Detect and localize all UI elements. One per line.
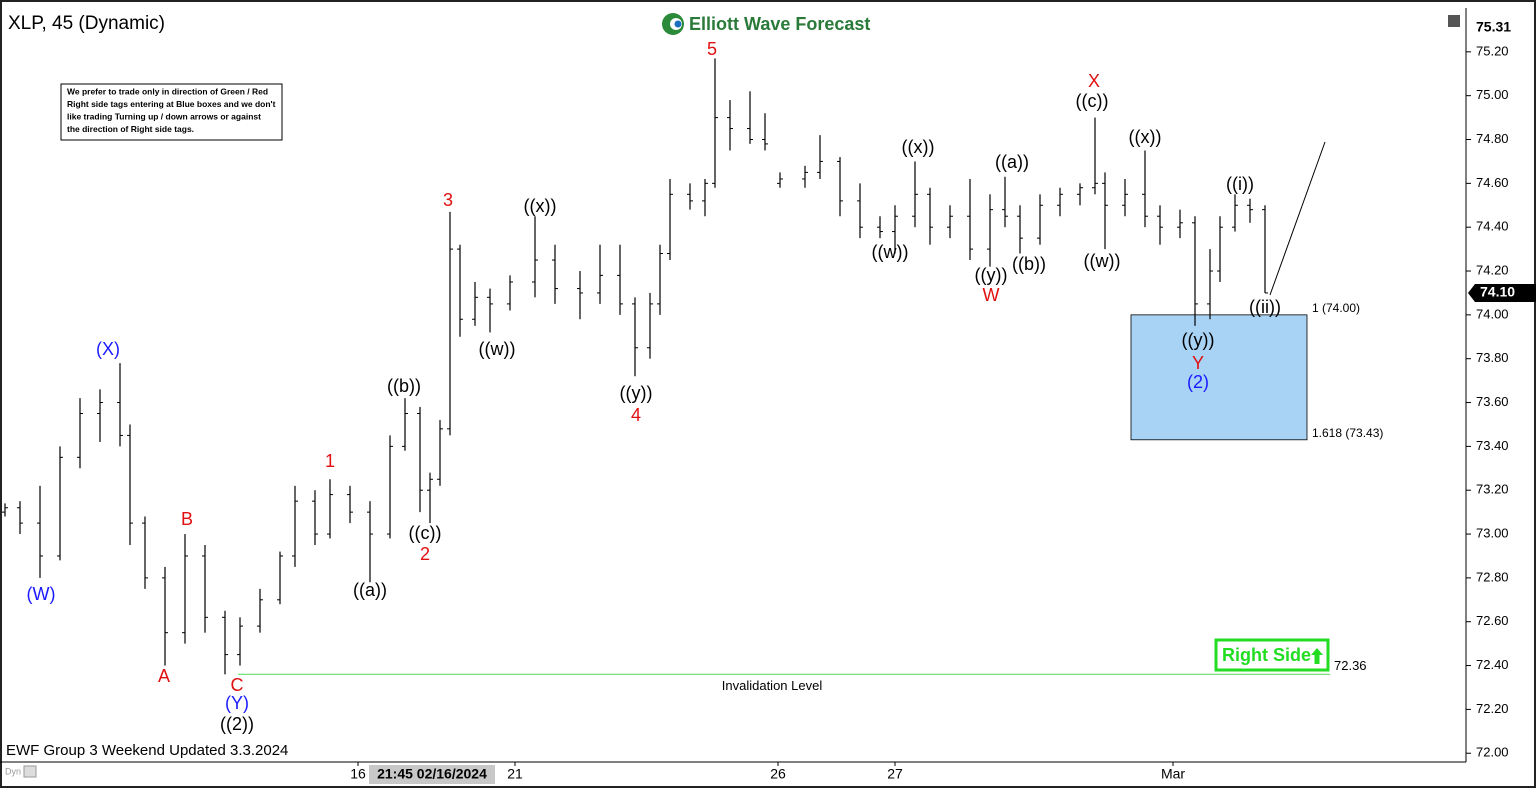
wave-label: (2) — [1187, 372, 1209, 392]
crosshair-label: 21:45 02/16/2024 — [377, 766, 487, 782]
chart-title: XLP, 45 (Dynamic) — [8, 13, 165, 34]
y-tick-label: 74.60 — [1476, 175, 1509, 190]
window-icon — [1448, 15, 1460, 27]
x-tick-label: 27 — [887, 766, 903, 782]
note-text: We prefer to trade only in direction of … — [67, 86, 268, 96]
y-tick-label: 72.40 — [1476, 657, 1509, 672]
y-tick-label: 75.20 — [1476, 43, 1509, 58]
invalidation-value: 72.36 — [1334, 658, 1367, 673]
y-tick-label: 73.60 — [1476, 394, 1509, 409]
wave-label: ((x)) — [524, 196, 557, 216]
logo-text: Elliott Wave Forecast — [689, 14, 870, 34]
right-side-arrow — [1311, 648, 1323, 664]
note-box — [60, 83, 283, 141]
right-side-text: Right Side — [1222, 645, 1311, 665]
wave-label: ((c)) — [1076, 91, 1109, 111]
y-tick-label: 74.20 — [1476, 262, 1509, 277]
target-box — [1130, 314, 1308, 441]
x-tick-label: Mar — [1161, 766, 1185, 782]
y-tick-label: 73.00 — [1476, 525, 1509, 540]
last-price-tag — [1468, 283, 1536, 302]
wave-label: X — [1088, 71, 1100, 91]
wave-label: ((b)) — [1012, 254, 1046, 274]
wave-label: ((i)) — [1226, 174, 1254, 194]
wave-label: (X) — [96, 339, 120, 359]
y-tick-label: 74.00 — [1476, 306, 1509, 321]
wave-label: 3 — [443, 190, 453, 210]
wave-label: Y — [1192, 353, 1204, 373]
wave-label: ((x)) — [902, 137, 935, 157]
wave-label: W — [983, 285, 1000, 305]
footer: EWF Group 3 Weekend Updated 3.3.2024 — [6, 742, 288, 759]
crosshair-label-bg — [369, 765, 495, 784]
wave-label: ((a)) — [353, 580, 387, 600]
box-bottom-label: 1.618 (73.43) — [1312, 426, 1383, 440]
y-tick-label: 73.20 — [1476, 482, 1509, 497]
wave-label: ((c)) — [409, 523, 442, 543]
y-tick-label: 72.00 — [1476, 745, 1509, 760]
wave-label: 1 — [325, 451, 335, 471]
note-text: the direction of Right side tags. — [67, 124, 194, 134]
note-text: like trading Turning up / down arrows or… — [67, 111, 261, 121]
wave-label: ((ii)) — [1249, 297, 1281, 317]
box-top-label: 1 (74.00) — [1312, 301, 1360, 315]
wave-label: ((y)) — [1182, 330, 1215, 350]
wave-label: ((2)) — [220, 714, 254, 734]
note-text: Right side tags entering at Blue boxes a… — [67, 99, 276, 109]
y-tick-label: 74.40 — [1476, 219, 1509, 234]
y-tick-label: 72.60 — [1476, 613, 1509, 628]
wave-label: B — [181, 509, 193, 529]
projection-line — [1269, 141, 1326, 296]
wave-label: (W) — [27, 584, 56, 604]
wave-label: C — [231, 675, 244, 695]
wave-label: ((y)) — [975, 265, 1008, 285]
wave-label: ((w)) — [872, 242, 909, 262]
y-tick-label: 75.00 — [1476, 87, 1509, 102]
logo: Elliott Wave Forecast — [662, 13, 870, 35]
wave-label: 4 — [631, 405, 641, 425]
wave-label: (Y) — [225, 693, 249, 713]
high-price-tag — [1468, 18, 1530, 37]
x-tick-label: 26 — [770, 766, 786, 782]
wave-label: ((y)) — [620, 383, 653, 403]
y-tick-label: 73.40 — [1476, 438, 1509, 453]
high-price-label: 75.31 — [1476, 18, 1511, 34]
wave-label: ((a)) — [995, 152, 1029, 172]
footer-small: Dyn — [5, 766, 21, 776]
wave-label: A — [158, 666, 170, 686]
wave-label: 5 — [707, 39, 717, 59]
x-tick-label: 21 — [507, 766, 523, 782]
y-tick-label: 72.80 — [1476, 569, 1509, 584]
wave-label: ((w)) — [1084, 251, 1121, 271]
y-tick-label: 73.80 — [1476, 350, 1509, 365]
wave-label: ((w)) — [479, 339, 516, 359]
logo-icon-dot — [674, 20, 682, 28]
scroll-button[interactable] — [23, 765, 37, 778]
right-side-box — [1214, 638, 1330, 672]
last-price-label: 74.10 — [1480, 284, 1515, 300]
y-tick-label: 72.20 — [1476, 701, 1509, 716]
wave-label: ((x)) — [1129, 127, 1162, 147]
invalidation-text: Invalidation Level — [722, 678, 823, 693]
wave-label: 2 — [420, 544, 430, 564]
y-tick-label: 74.80 — [1476, 131, 1509, 146]
wave-label: ((b)) — [387, 376, 421, 396]
x-tick-label: 16 — [350, 766, 366, 782]
